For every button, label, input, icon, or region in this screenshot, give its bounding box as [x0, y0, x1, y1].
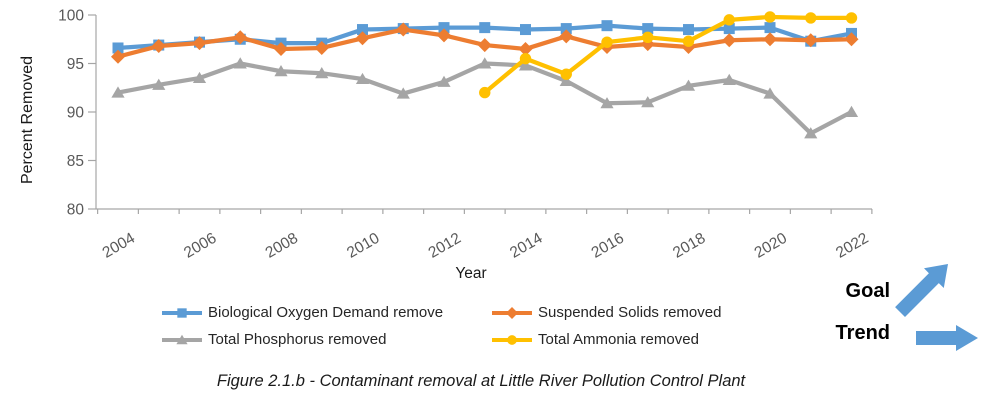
y-tick-label: 95 [67, 56, 84, 73]
legend-item-total-ammonia-removed: Total Ammonia removed [492, 326, 721, 353]
x-tick-label: 2014 [507, 230, 546, 262]
legend-key-diamond-icon [492, 306, 532, 319]
legend-key-circle-icon [492, 334, 532, 345]
x-axis-title: Year [455, 265, 486, 282]
x-tick-label: 2004 [100, 230, 139, 262]
y-tick-label: 80 [67, 202, 85, 219]
legend-key-square-icon [162, 307, 202, 318]
chart-legend: Biological Oxygen Demand remove Suspended… [162, 299, 721, 353]
x-tick-label: 2022 [833, 230, 871, 262]
legend-item-suspended-solids-removed: Suspended Solids removed [492, 299, 721, 326]
y-tick-label: 90 [67, 105, 85, 122]
x-tick-label: 2006 [181, 230, 219, 262]
legend-label: Suspended Solids removed [538, 304, 722, 321]
line-chart: 100 95 90 85 80 2004 2006 2008 2010 2012 2014 2016 2… [19, 8, 873, 282]
legend-label: Total Ammonia removed [538, 331, 699, 348]
series-total-phosphorus-removed [111, 57, 859, 139]
goal-arrow-icon [895, 264, 948, 317]
plot-area: 100 95 90 85 80 2004 2006 2008 2010 2012 2014 2016 2… [58, 8, 873, 262]
x-tick-label: 2016 [589, 230, 627, 262]
trend-arrow-icon [916, 325, 978, 351]
legend-key-triangle-icon [162, 334, 202, 344]
series-total-ammonia-removed [479, 11, 858, 99]
goal-trend-arrows [895, 264, 978, 351]
y-tick-label: 85 [67, 153, 84, 170]
y-tick-label: 100 [58, 8, 84, 25]
legend-label: Total Phosphorus removed [208, 331, 387, 348]
legend-item-total-phosphorus-removed: Total Phosphorus removed [162, 326, 492, 353]
figure-caption: Figure 2.1.b - Contaminant removal at Li… [216, 372, 746, 390]
x-tick-label: 2012 [426, 230, 464, 262]
y-axis-title: Percent Removed [19, 56, 36, 184]
x-tick-label: 2020 [752, 230, 791, 262]
trend-label: Trend [835, 322, 890, 344]
series-suspended-solids-removed [111, 22, 859, 64]
goal-trend-block: Goal Trend [826, 258, 982, 370]
goal-label: Goal [845, 280, 890, 302]
x-tick-label: 2010 [344, 230, 383, 262]
x-tick-label: 2018 [670, 230, 708, 262]
x-tick-label: 2008 [263, 230, 301, 262]
legend-label: Biological Oxygen Demand remove [208, 304, 444, 321]
legend-item-biological-oxygen-demand-remove: Biological Oxygen Demand remove [162, 299, 492, 326]
